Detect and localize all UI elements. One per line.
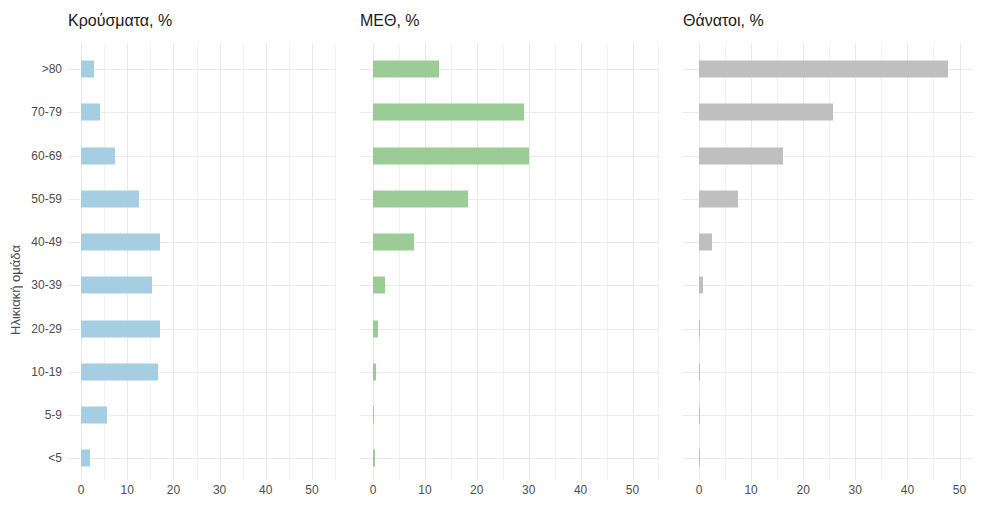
horizontal-gridline xyxy=(683,329,973,330)
x-tick-label: 30 xyxy=(849,483,862,497)
y-tick-label: >80 xyxy=(42,62,62,76)
bar-40-49 xyxy=(373,234,414,251)
bar-20-29 xyxy=(699,320,700,337)
horizontal-gridline xyxy=(360,372,660,373)
bar-40-49 xyxy=(81,234,160,251)
horizontal-gridline xyxy=(68,458,336,459)
y-tick-label: 60-69 xyxy=(31,149,62,163)
horizontal-gridline xyxy=(360,415,660,416)
bar-30-39 xyxy=(373,277,385,294)
x-tick-label: 10 xyxy=(744,483,757,497)
x-tick-label: 50 xyxy=(626,483,639,497)
x-tick-label: 50 xyxy=(305,483,318,497)
bar-70-79 xyxy=(81,104,100,121)
x-tick-label: 0 xyxy=(370,483,377,497)
bar-<5 xyxy=(81,450,90,467)
bar-10-19 xyxy=(81,363,158,380)
x-tick-label: 10 xyxy=(418,483,431,497)
horizontal-gridline xyxy=(360,329,660,330)
x-tick-label: 0 xyxy=(696,483,703,497)
bar-5-9 xyxy=(81,407,107,424)
bar->80 xyxy=(373,61,439,78)
x-tick-label: 20 xyxy=(167,483,180,497)
bar-10-19 xyxy=(699,363,700,380)
bar-20-29 xyxy=(373,320,378,337)
x-tick-label: 10 xyxy=(121,483,134,497)
horizontal-gridline xyxy=(68,69,336,70)
y-tick-label: 40-49 xyxy=(31,235,62,249)
y-tick-label: 20-29 xyxy=(31,322,62,336)
plot-area-cases xyxy=(68,43,336,480)
bar-60-69 xyxy=(81,147,115,164)
x-axis-tick-labels-deaths: 0 10 20 30 40 50 xyxy=(683,483,973,499)
chart-title-icu: ΜΕΘ, % xyxy=(360,12,420,30)
x-tick-label: 0 xyxy=(78,483,85,497)
bar-30-39 xyxy=(81,277,152,294)
bar-<5 xyxy=(373,450,375,467)
bar-60-69 xyxy=(373,147,529,164)
bar-50-59 xyxy=(699,190,738,207)
y-tick-label: 5-9 xyxy=(45,408,62,422)
panel-icu: ΜΕΘ, % 0 10 20 30 40 50 xyxy=(360,0,660,518)
horizontal-gridline xyxy=(68,415,336,416)
x-tick-label: 20 xyxy=(797,483,810,497)
bar->80 xyxy=(699,61,948,78)
x-tick-label: 40 xyxy=(574,483,587,497)
bar-40-49 xyxy=(699,234,712,251)
horizontal-gridline xyxy=(68,112,336,113)
x-tick-label: 30 xyxy=(213,483,226,497)
bar-30-39 xyxy=(699,277,703,294)
horizontal-gridline xyxy=(683,372,973,373)
y-axis-tick-labels: >80 70-79 60-69 50-59 40-49 30-39 20-29 10-19 5-… xyxy=(0,43,62,480)
y-tick-label: 10-19 xyxy=(31,365,62,379)
bar-70-79 xyxy=(699,104,833,121)
horizontal-gridline xyxy=(683,458,973,459)
y-tick-label: 70-79 xyxy=(31,105,62,119)
horizontal-gridline xyxy=(683,242,973,243)
bar-20-29 xyxy=(81,320,160,337)
plot-area-icu xyxy=(360,43,660,480)
x-tick-label: 30 xyxy=(522,483,535,497)
horizontal-gridline xyxy=(683,285,973,286)
x-tick-label: 40 xyxy=(901,483,914,497)
y-tick-label: 30-39 xyxy=(31,278,62,292)
bar-70-79 xyxy=(373,104,524,121)
bar-10-19 xyxy=(373,363,376,380)
x-axis-tick-labels-icu: 0 10 20 30 40 50 xyxy=(360,483,660,499)
plot-area-deaths xyxy=(683,43,973,480)
x-tick-label: 50 xyxy=(953,483,966,497)
horizontal-gridline xyxy=(360,285,660,286)
bar->80 xyxy=(81,61,94,78)
panel-deaths: Θάνατοι, % 0 10 20 30 40 50 xyxy=(683,0,973,518)
y-tick-label: 50-59 xyxy=(31,192,62,206)
x-tick-label: 20 xyxy=(470,483,483,497)
panel-cases: Κρούσματα, % 0 10 20 30 40 50 xyxy=(68,0,336,518)
y-tick-label: <5 xyxy=(48,451,62,465)
chart-title-cases: Κρούσματα, % xyxy=(68,12,172,30)
bar-50-59 xyxy=(373,190,468,207)
bar-<5 xyxy=(699,450,700,467)
x-tick-label: 40 xyxy=(259,483,272,497)
bar-50-59 xyxy=(81,190,139,207)
bar-5-9 xyxy=(699,407,700,424)
horizontal-gridline xyxy=(683,415,973,416)
bar-5-9 xyxy=(373,407,374,424)
chart-title-deaths: Θάνατοι, % xyxy=(683,12,764,30)
x-axis-tick-labels-cases: 0 10 20 30 40 50 xyxy=(68,483,336,499)
horizontal-gridline xyxy=(360,458,660,459)
bar-60-69 xyxy=(699,147,783,164)
figure: Ηλικιακή ομάδα >8070-7960-6950-5940-4930… xyxy=(0,0,993,518)
